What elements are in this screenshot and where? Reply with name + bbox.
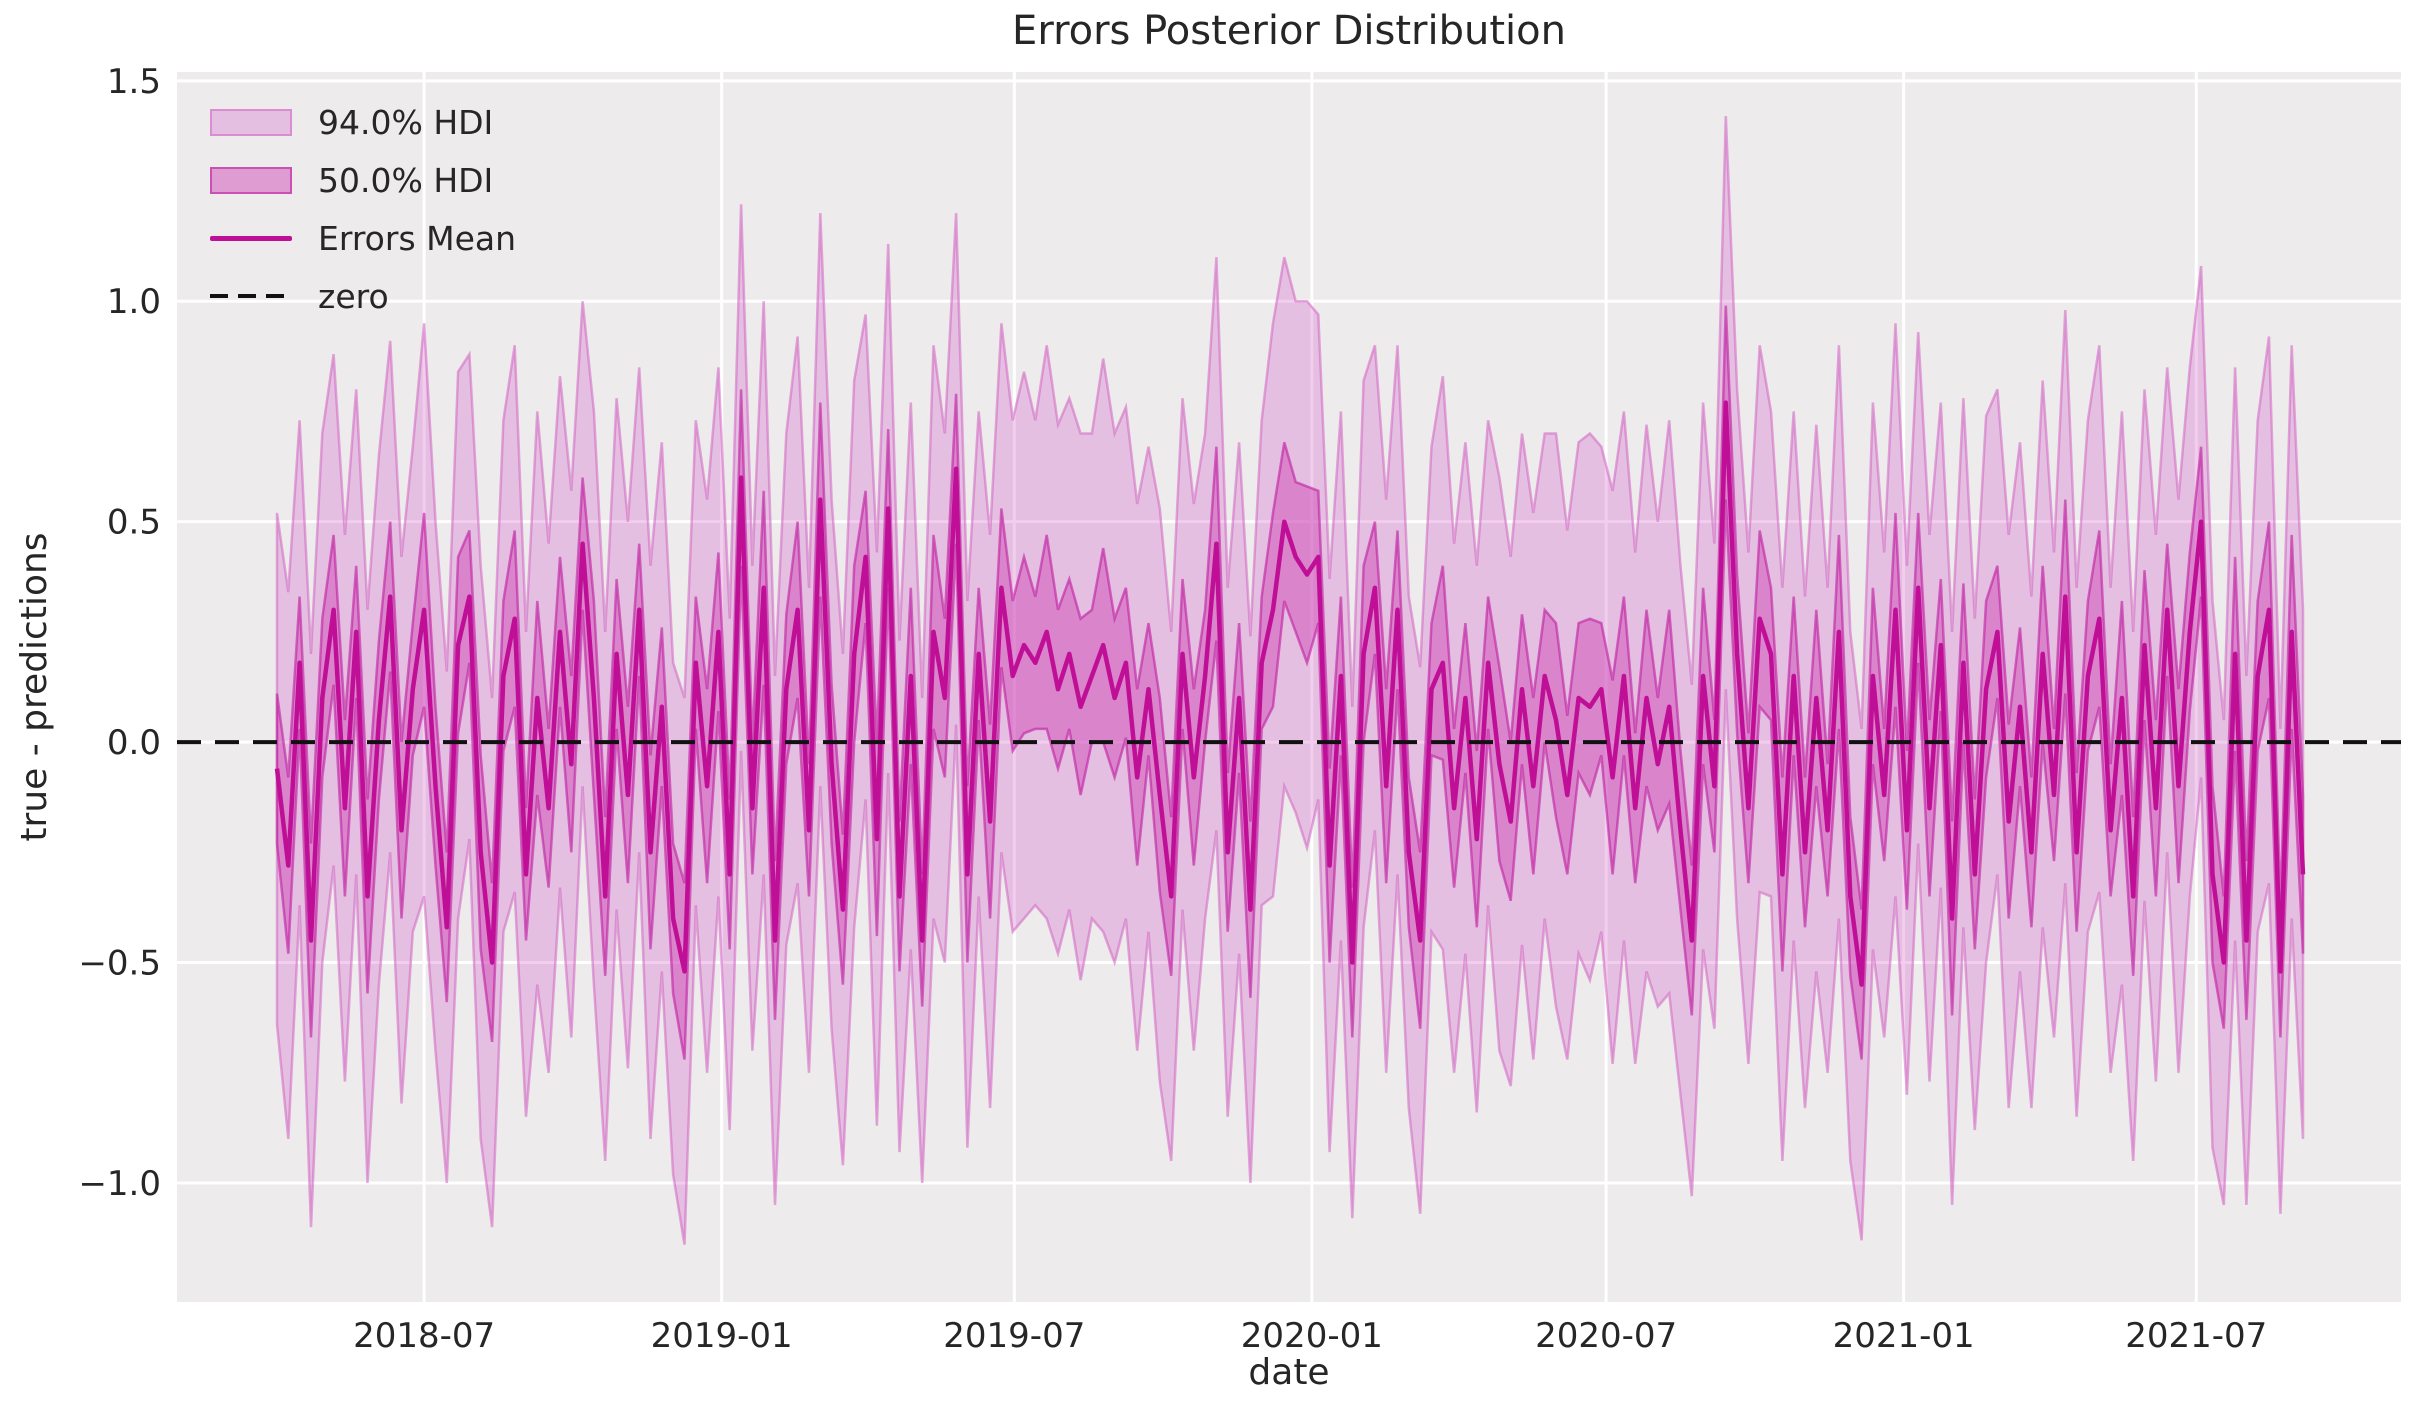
legend-label-zero: zero xyxy=(318,276,389,316)
legend-item-50-hdi: 50.0% HDI xyxy=(210,151,516,209)
legend-label-50-hdi: 50.0% HDI xyxy=(318,160,494,200)
y-tick-label: −1.0 xyxy=(78,1164,161,1204)
y-tick-labels: 1.5 1.0 0.5 0.0 −0.5 −1.0 xyxy=(78,62,161,1204)
x-tick-label: 2018-07 xyxy=(353,1316,495,1356)
y-tick-label: 1.0 xyxy=(107,282,161,322)
errors-mean-line xyxy=(274,400,2306,987)
x-tick-label: 2020-01 xyxy=(1241,1316,1383,1356)
x-tick-label: 2021-07 xyxy=(2125,1316,2267,1356)
x-tick-label: 2019-01 xyxy=(651,1316,793,1356)
x-tick-labels: 2018-07 2019-01 2019-07 2020-01 2020-07 2021-… xyxy=(353,1316,2267,1356)
y-tick-label: 0.5 xyxy=(107,503,161,543)
legend-item-zero: zero xyxy=(210,267,516,325)
legend-swatch-94-hdi-band xyxy=(210,108,292,136)
chart-title: Errors Posterior Distribution xyxy=(1012,8,1566,54)
y-tick-label: 0.0 xyxy=(107,723,161,763)
x-tick-label: 2021-01 xyxy=(1833,1316,1975,1356)
legend-label-errors-mean: Errors Mean xyxy=(318,218,517,258)
legend-item-errors-mean: Errors Mean xyxy=(210,209,516,267)
y-axis-label: true - predictions xyxy=(14,532,55,842)
x-axis-label: date xyxy=(1248,1352,1330,1393)
legend-mean-line-sample xyxy=(210,235,292,241)
x-tick-label: 2019-07 xyxy=(943,1316,1085,1356)
legend-zero-dash-sample xyxy=(210,294,292,298)
y-tick-label: 1.5 xyxy=(107,62,161,102)
legend-label-94-hdi: 94.0% HDI xyxy=(318,102,494,142)
legend-item-94-hdi: 94.0% HDI xyxy=(210,93,516,151)
x-tick-label: 2020-07 xyxy=(1535,1316,1677,1356)
y-tick-label: −0.5 xyxy=(78,944,161,984)
hdi-94-band xyxy=(275,116,2305,1245)
legend-swatch-50-hdi-band xyxy=(210,166,292,194)
legend: 94.0% HDI 50.0% HDI Errors Mean zero xyxy=(210,93,516,325)
